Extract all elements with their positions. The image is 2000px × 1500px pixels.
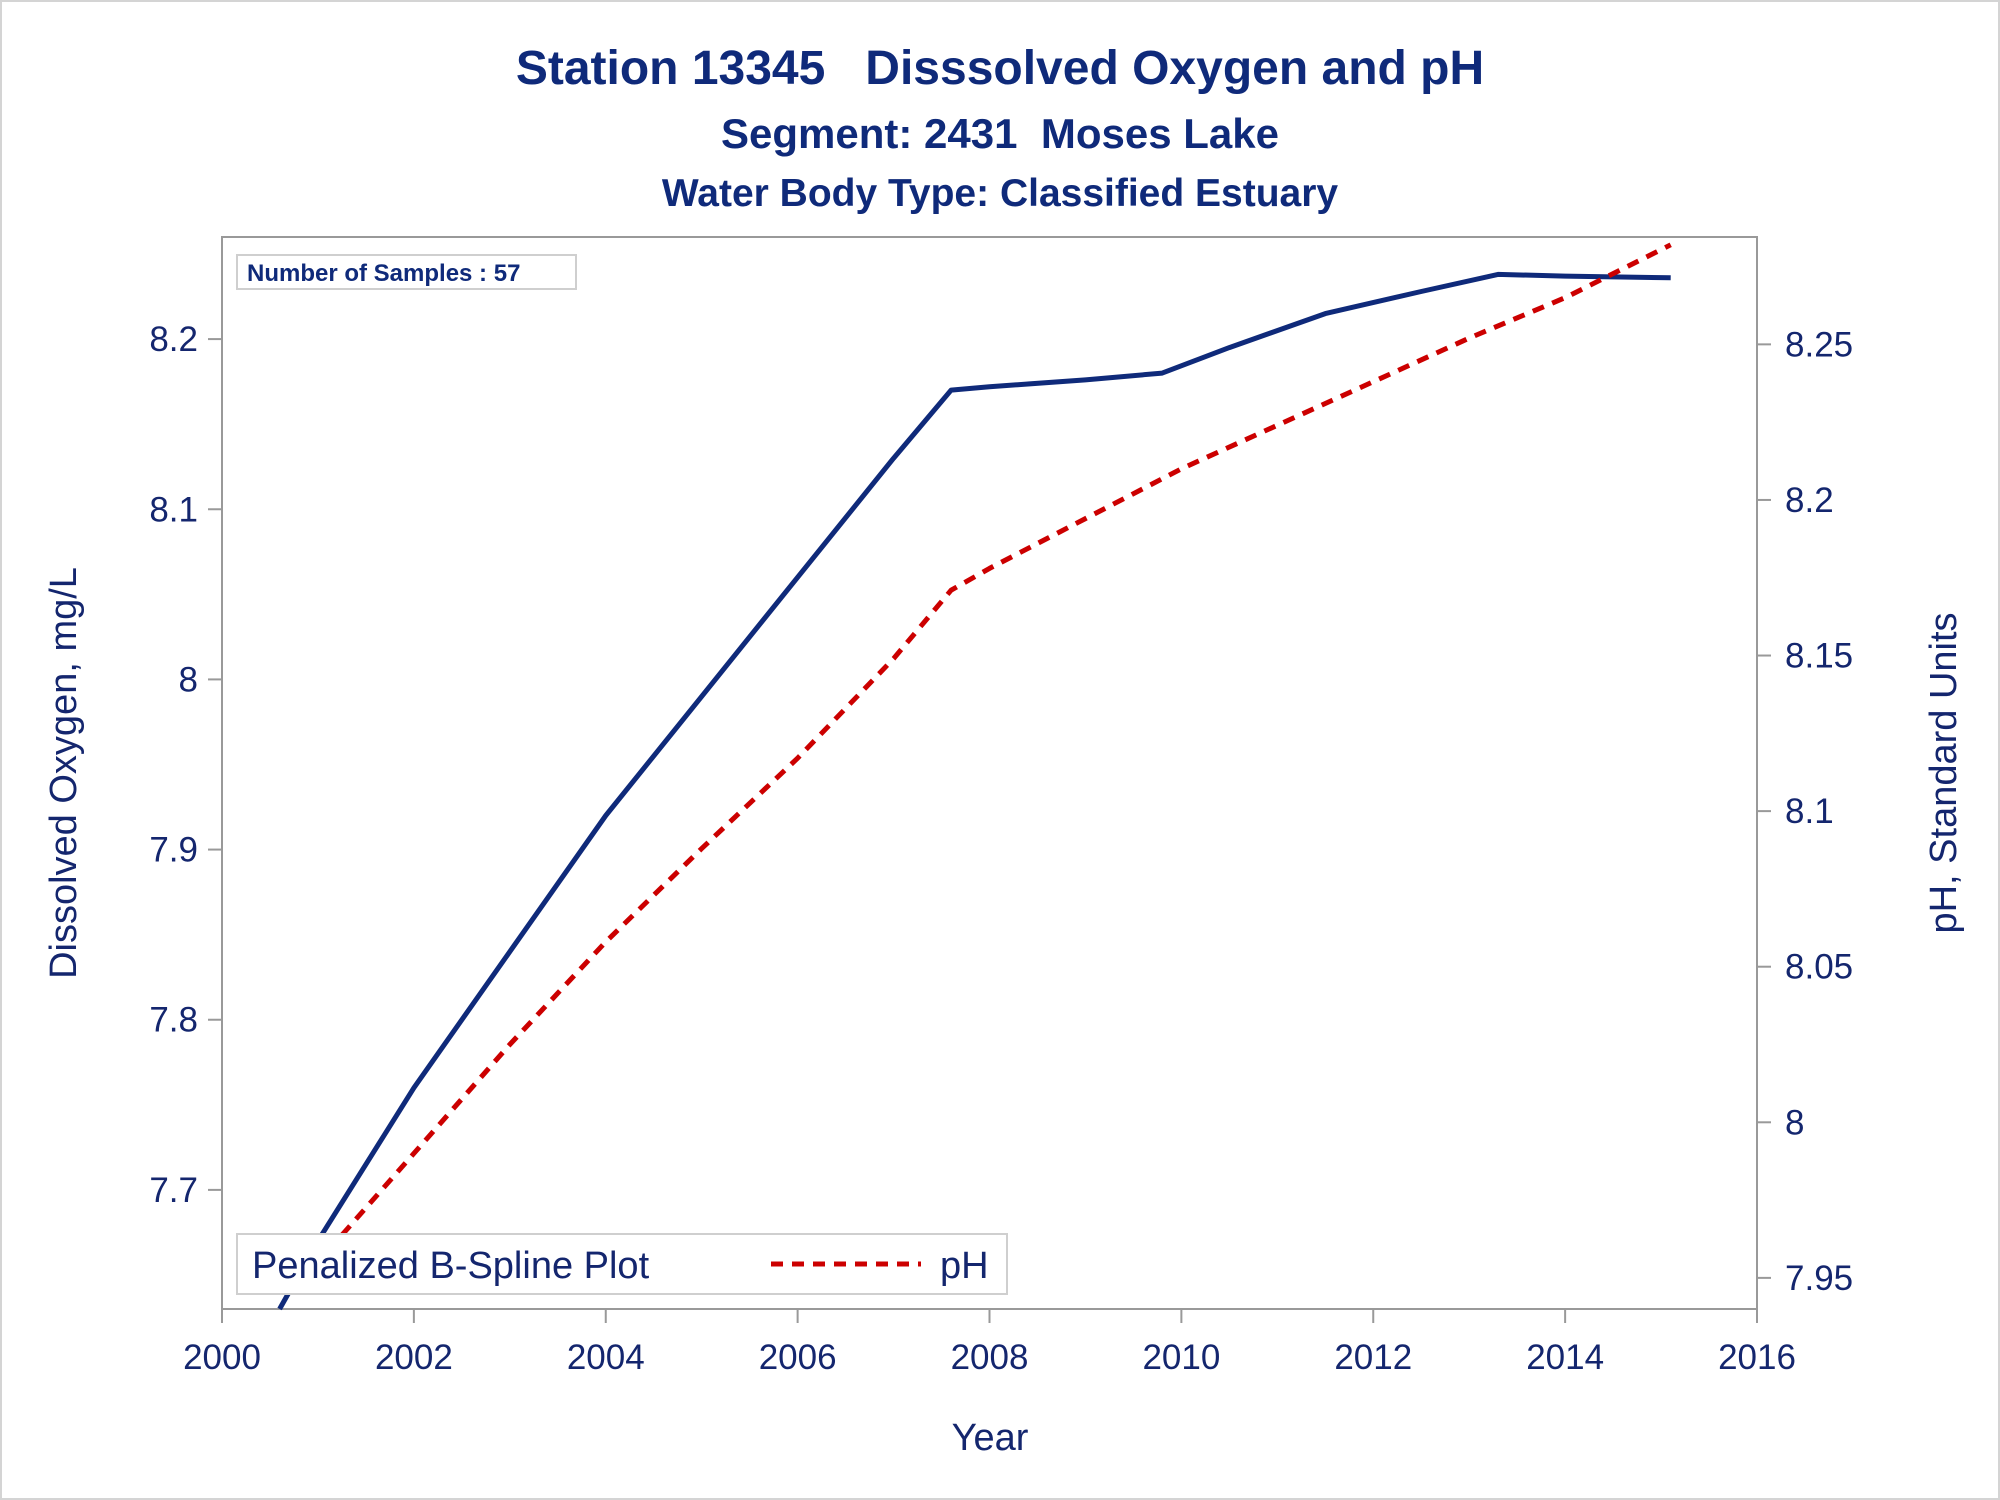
x-tick-label: 2014 xyxy=(1526,1338,1604,1377)
chart-subtitle-2: Water Body Type: Classified Estuary xyxy=(662,172,1338,215)
samples-inset xyxy=(236,254,577,290)
y-tick-label: 8 xyxy=(179,660,198,699)
y-axis-label: Dissolved Oxygen, mg/L xyxy=(43,567,85,979)
y-tick-label: 7.8 xyxy=(149,1001,198,1040)
y-axis-right: 7.95 8 8.05 8.1 8.15 8.2 8.25 xyxy=(1757,325,1853,1298)
legend-entry-ph: pH xyxy=(940,1245,989,1287)
y2-tick-label: 8.15 xyxy=(1785,637,1853,676)
legend-title: Penalized B-Spline Plot xyxy=(252,1245,650,1287)
dissolved-oxygen-series-line xyxy=(277,271,1671,1311)
chart-subtitle: Segment: 2431 Moses Lake xyxy=(721,110,1279,157)
x-tick-label: 2008 xyxy=(951,1338,1029,1377)
x-tick-label: 2016 xyxy=(1718,1338,1796,1377)
x-tick-label: 2006 xyxy=(759,1338,837,1377)
x-tick-label: 2002 xyxy=(375,1338,453,1377)
y2-tick-label: 8.25 xyxy=(1785,325,1853,364)
y2-tick-label: 8.1 xyxy=(1785,792,1834,831)
chart-title: Station 13345 Disssolved Oxygen and pH xyxy=(516,42,1484,95)
y-tick-label: 8.2 xyxy=(149,320,198,359)
x-axis-label: Year xyxy=(952,1417,1029,1459)
y2-tick-label: 7.95 xyxy=(1785,1259,1853,1298)
y2-tick-label: 8.05 xyxy=(1785,948,1853,987)
y-axis-left: 7.7 7.8 7.9 8 8.1 8.2 xyxy=(149,320,222,1210)
y2-tick-label: 8 xyxy=(1785,1103,1804,1142)
x-axis: 2000 2002 2004 2006 2008 2010 2012 2014 2016 xyxy=(183,1309,1796,1377)
y2-tick-label: 8.2 xyxy=(1785,481,1834,520)
y2-axis-label: pH, Standard Units xyxy=(1923,612,1965,933)
y-tick-label: 7.9 xyxy=(149,831,198,870)
ph-series-line xyxy=(278,242,1672,1293)
plot-area xyxy=(221,236,1758,1310)
x-tick-label: 2010 xyxy=(1142,1338,1220,1377)
x-tick-label: 2004 xyxy=(567,1338,645,1377)
y-tick-label: 7.7 xyxy=(149,1171,198,1210)
samples-inset-label: Number of Samples : 57 xyxy=(247,260,520,287)
x-tick-label: 2012 xyxy=(1334,1338,1412,1377)
series-lines xyxy=(277,242,1672,1311)
x-tick-label: 2000 xyxy=(183,1338,261,1377)
y-tick-label: 8.1 xyxy=(149,490,198,529)
